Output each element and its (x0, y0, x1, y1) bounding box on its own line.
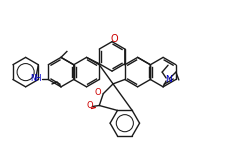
Text: O: O (110, 34, 118, 44)
Text: N: N (165, 76, 171, 84)
Text: O: O (95, 88, 102, 97)
Text: NH: NH (30, 74, 41, 83)
Text: O: O (86, 101, 93, 110)
